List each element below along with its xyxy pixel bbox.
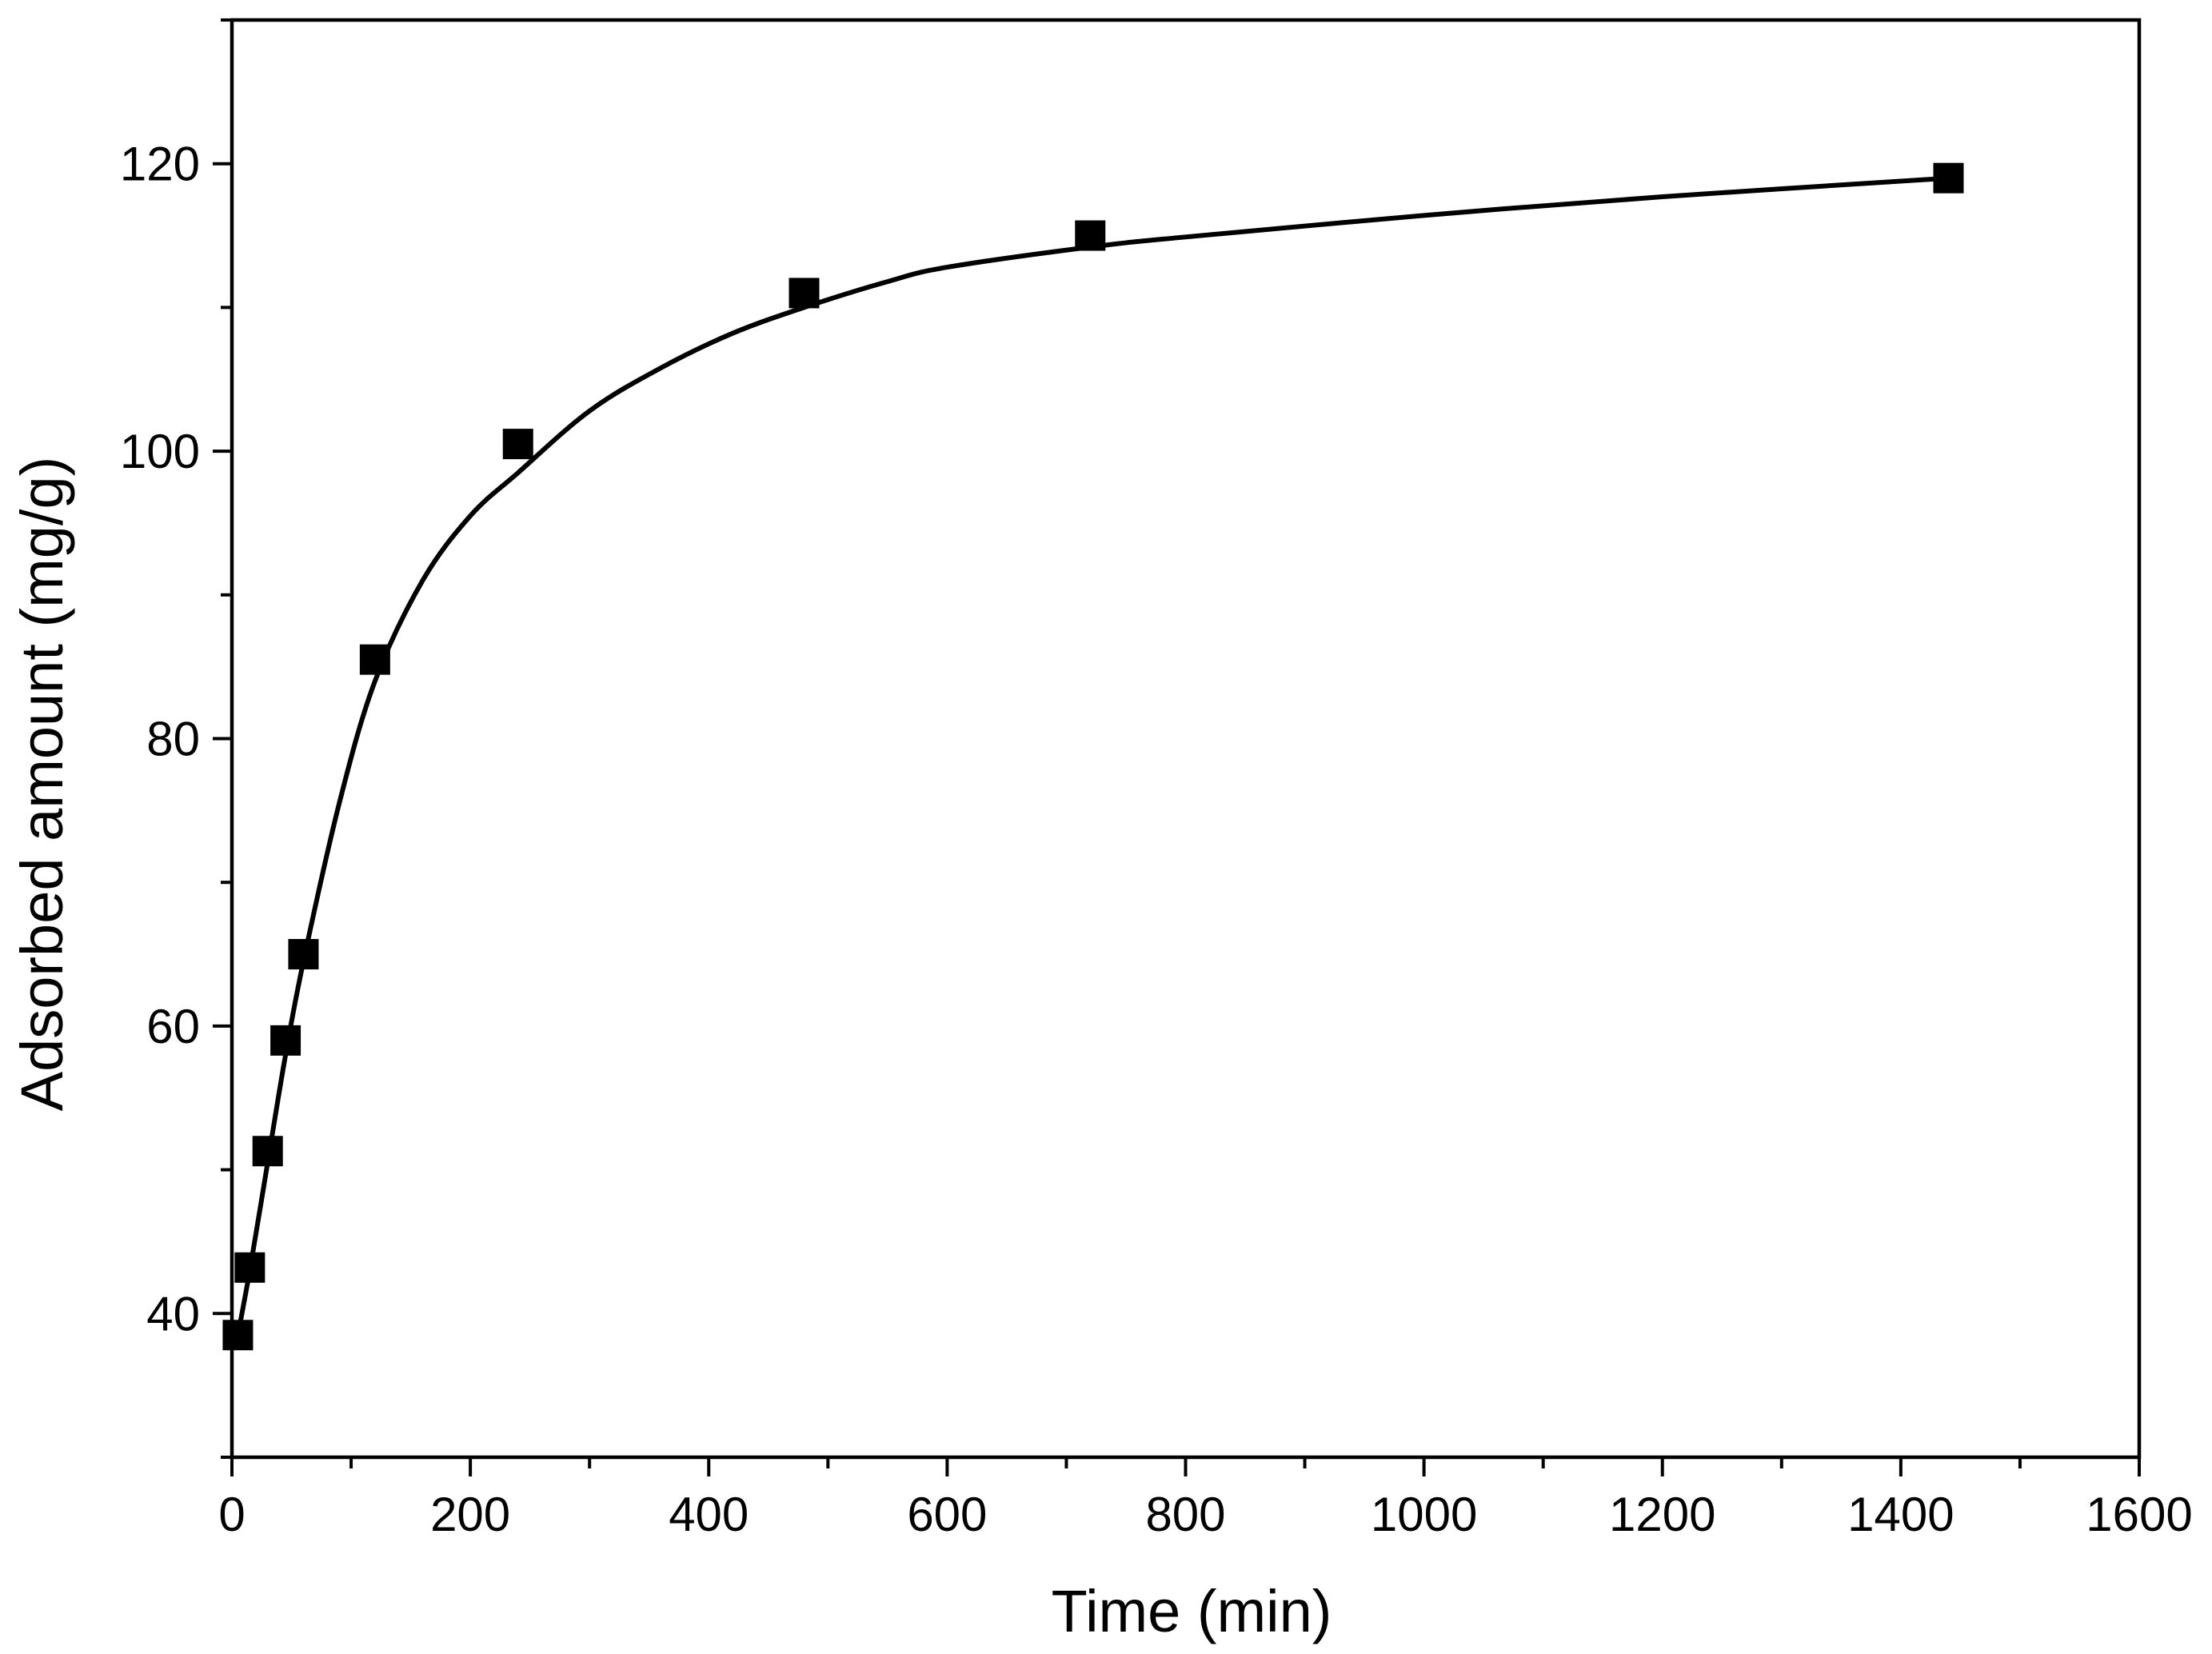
y-tick-label: 80 — [146, 713, 200, 766]
y-tick-label: 40 — [146, 1287, 200, 1340]
data-point — [1933, 162, 1964, 194]
data-point — [1075, 220, 1106, 251]
x-axis-title: Time (min) — [1052, 1578, 1332, 1644]
x-tick-label: 600 — [907, 1488, 987, 1541]
data-point — [270, 1025, 301, 1056]
data-point — [502, 429, 533, 460]
x-tick-label: 800 — [1145, 1488, 1225, 1541]
plot-area — [222, 18, 2142, 1460]
data-point — [789, 278, 820, 309]
x-tick-label: 1400 — [1847, 1488, 1954, 1541]
x-tick-label: 400 — [669, 1488, 749, 1541]
data-point — [222, 1320, 254, 1351]
data-point — [288, 939, 319, 970]
y-tick-label: 120 — [120, 138, 200, 191]
y-tick-label: 100 — [120, 425, 200, 478]
x-tick-label: 1200 — [1609, 1488, 1715, 1541]
x-tick-label: 1000 — [1371, 1488, 1477, 1541]
fit-curve — [235, 175, 1951, 1338]
data-point — [359, 644, 390, 675]
data-point — [234, 1252, 266, 1283]
x-tick-label: 200 — [430, 1488, 510, 1541]
y-axis: 40 60 80 100 120 — [120, 18, 232, 1459]
data-point — [252, 1136, 283, 1167]
y-axis-title: Adsorbed amount (mg/g) — [9, 457, 75, 1112]
x-tick-label: 1600 — [2086, 1488, 2192, 1541]
x-axis: 0 200 400 600 800 1000 1200 1400 1600 — [218, 1457, 2193, 1541]
x-tick-label: 0 — [218, 1488, 245, 1541]
y-tick-label: 60 — [146, 1000, 200, 1053]
